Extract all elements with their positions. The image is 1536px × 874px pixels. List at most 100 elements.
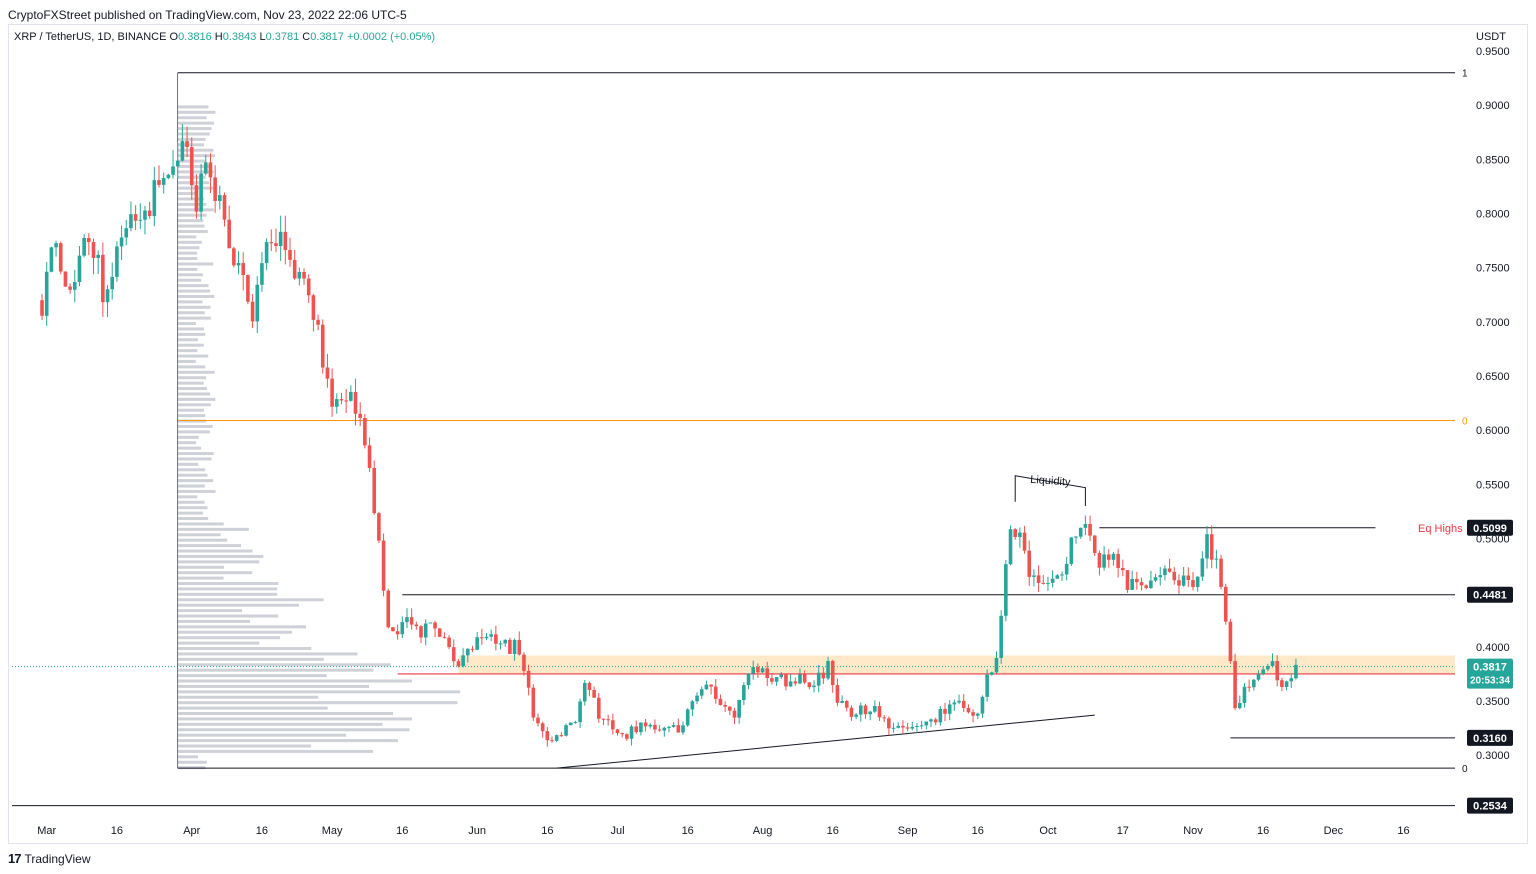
- candle-body: [877, 706, 882, 718]
- candle-body: [597, 697, 601, 719]
- candle-body: [82, 238, 86, 256]
- candle-body: [391, 627, 395, 632]
- time-axis[interactable]: Mar 16 Apr 16 May 16 Jun 16 Jul 16 Aug 16 Sep 16 Oct 17…: [37, 825, 1409, 837]
- volume-profile-bar: [177, 592, 278, 596]
- volume-profile-bar: [177, 110, 216, 114]
- candle-body: [1284, 681, 1289, 688]
- volume-profile-bar: [177, 143, 205, 147]
- volume-profile-bar: [177, 349, 198, 353]
- candle-body: [461, 655, 465, 667]
- candle-body: [1247, 686, 1251, 688]
- candle-body: [381, 540, 386, 591]
- candle-body: [203, 162, 208, 174]
- volume-profile-bar: [177, 749, 374, 753]
- price-axis[interactable]: 0.9500 0.9000 0.8500 0.8000 0.7500 0.7000 0.65…: [1476, 46, 1510, 762]
- candle-body: [531, 687, 536, 718]
- candle-body: [522, 654, 526, 671]
- candle-body: [143, 210, 147, 220]
- candle-body: [1195, 576, 1200, 588]
- candle-body: [115, 246, 119, 277]
- publish-header: CryptoFXStreet published on TradingView.…: [8, 8, 407, 22]
- y-tick-label: 0.4000: [1476, 642, 1510, 654]
- volume-profile-bar: [177, 435, 199, 439]
- volume-profile-bar: [177, 127, 212, 131]
- candle-body: [990, 672, 994, 675]
- candle-body: [540, 723, 545, 732]
- brand-label[interactable]: TradingView: [24, 851, 91, 866]
- candle-body: [826, 660, 830, 679]
- candle-body: [377, 513, 381, 541]
- candle-body: [124, 228, 129, 238]
- candle-body: [592, 689, 596, 698]
- currency-label[interactable]: USDT: [1476, 31, 1506, 43]
- candle-body: [246, 275, 250, 302]
- candle-body: [582, 682, 587, 702]
- volume-profile: [177, 105, 461, 770]
- y-tick-label: 0.3500: [1476, 696, 1510, 708]
- candle-body: [325, 367, 330, 379]
- candle-body: [690, 701, 695, 710]
- candle-body: [620, 733, 624, 735]
- volume-profile-bar: [177, 701, 458, 705]
- volume-profile-bar: [177, 554, 264, 558]
- candle-body: [699, 689, 704, 696]
- candle-body: [171, 166, 175, 175]
- volume-profile-bar: [177, 246, 200, 250]
- candle-body: [545, 731, 550, 741]
- x-tick-label: Oct: [1039, 825, 1056, 837]
- volume-profile-bar: [177, 387, 207, 391]
- volume-profile-bar: [177, 300, 203, 304]
- fib-label-mid: 0: [1462, 416, 1468, 427]
- volume-profile-bar: [177, 202, 207, 206]
- volume-profile-bar: [177, 479, 214, 483]
- candle-body: [559, 735, 564, 737]
- candle-body: [947, 704, 952, 714]
- change-value: +0.0002 (+0.05%): [346, 31, 436, 43]
- volume-profile-bar: [177, 148, 214, 152]
- x-tick-label: Nov: [1183, 825, 1203, 837]
- candle-body: [1261, 669, 1265, 675]
- candle-body: [910, 726, 915, 729]
- candle-body: [1092, 535, 1097, 553]
- y-tick-label: 0.7000: [1476, 317, 1510, 329]
- volume-profile-bar: [177, 641, 260, 645]
- candle-body: [854, 714, 858, 717]
- volume-profile-bar: [177, 647, 312, 651]
- volume-profile-bar: [177, 722, 383, 726]
- candle-body: [353, 391, 358, 414]
- candle-body: [433, 622, 437, 629]
- candle-body: [737, 700, 741, 718]
- candle-body: [905, 727, 910, 729]
- y-tick-label: 0.9000: [1476, 100, 1510, 112]
- candle-body: [653, 724, 657, 730]
- candle-body: [578, 701, 582, 723]
- candle-body: [788, 681, 793, 687]
- candle-body: [1022, 532, 1027, 551]
- candle-body: [671, 725, 676, 727]
- candle-body: [550, 740, 554, 742]
- tradingview-logo[interactable]: 17: [8, 851, 22, 866]
- candle-body: [96, 254, 100, 258]
- candle-body: [213, 177, 217, 201]
- volume-profile-bar: [177, 652, 358, 656]
- candle-body: [957, 700, 961, 703]
- volume-profile-bar: [177, 619, 250, 623]
- candle-body: [1060, 574, 1064, 576]
- candle-body: [1294, 664, 1298, 679]
- volume-profile-bar: [177, 154, 216, 158]
- volume-profile-bar: [177, 625, 307, 629]
- candle-body: [428, 622, 433, 624]
- y-tick-label: 0.8000: [1476, 209, 1510, 221]
- candle-body: [395, 631, 400, 635]
- candle-body: [919, 725, 924, 727]
- x-tick-label: 16: [682, 825, 694, 837]
- candle-body: [218, 195, 222, 201]
- candle-body: [311, 295, 316, 320]
- symbol-title[interactable]: XRP / TetherUS, 1D, BINANCE: [14, 31, 167, 43]
- candle-body: [372, 467, 377, 514]
- candle-body: [634, 726, 639, 733]
- volume-profile-bar: [177, 414, 206, 418]
- candle-body: [629, 726, 634, 739]
- candle-body: [1153, 577, 1158, 581]
